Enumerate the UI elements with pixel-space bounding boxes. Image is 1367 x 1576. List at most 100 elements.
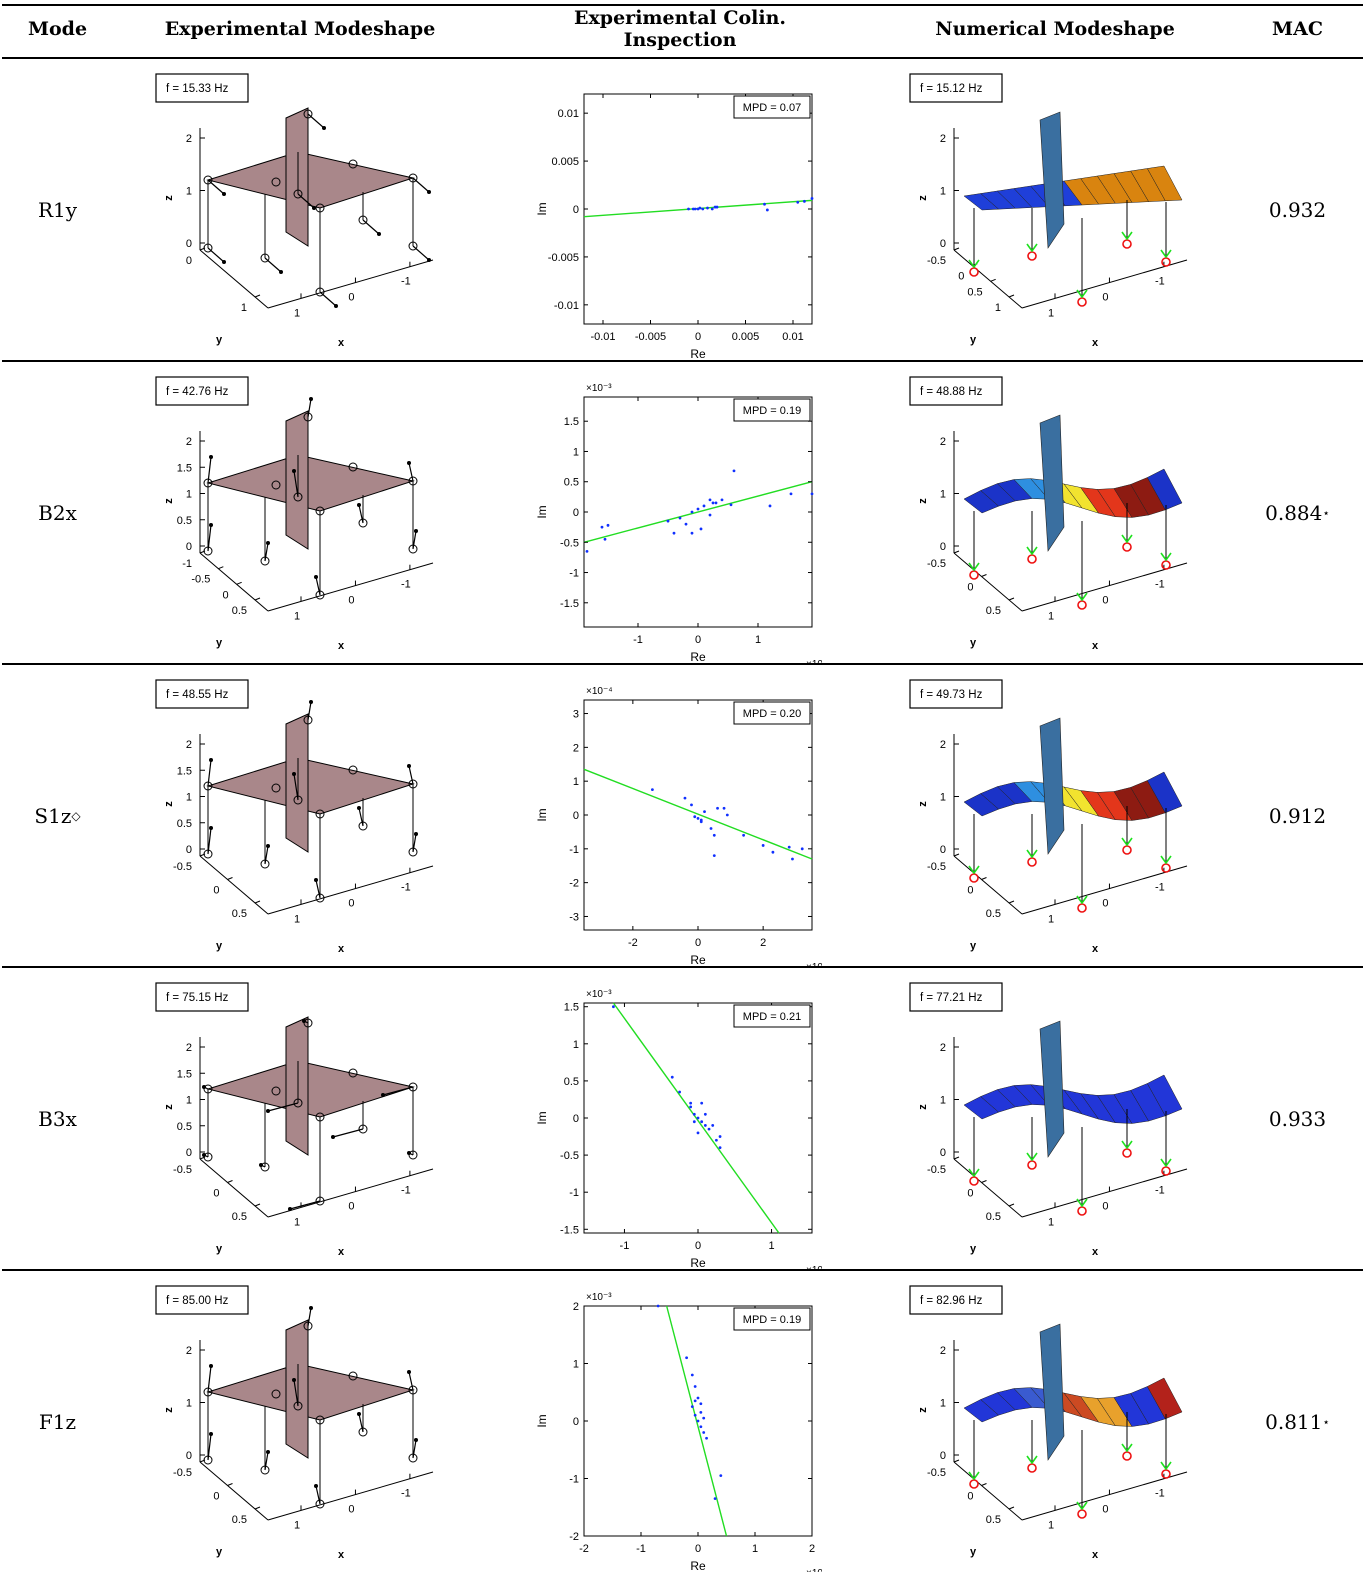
z-tick-label: 0: [186, 844, 192, 856]
data-point: [683, 796, 687, 800]
data-point: [703, 1124, 707, 1127]
surface-band: [1146, 771, 1183, 814]
web-surface: [1039, 111, 1065, 249]
y-exponent-label: ×10⁻³: [586, 989, 612, 1000]
z-tick-label: 0: [940, 844, 946, 856]
displacement-arrow: [207, 827, 212, 855]
y-tick: [254, 597, 261, 601]
sensor-node: [303, 715, 313, 725]
mode-label: B3x: [38, 1107, 77, 1131]
sensor-node: [315, 1499, 325, 1509]
y-tick: [990, 278, 996, 282]
y-tick-label: 1.5: [564, 1002, 579, 1014]
y-tick-label: 0.5: [232, 908, 247, 920]
data-point: [656, 1304, 660, 1308]
fe-surface: [963, 1020, 1183, 1216]
data-point: [706, 206, 709, 210]
arrow-head: [414, 832, 418, 836]
data-point: [712, 854, 716, 857]
mode-cell-b2x: B2x: [0, 363, 115, 663]
sensor-marker: [1121, 231, 1133, 241]
arrow-head: [209, 455, 213, 459]
x-tick-label: -1: [401, 1488, 411, 1500]
mpd-label: MPD = 0.21: [743, 1011, 801, 1023]
x-axis-label: x: [1092, 640, 1099, 652]
frequency-box: f = 42.76 Hz: [155, 376, 249, 406]
data-point: [689, 1101, 693, 1105]
x-tick-label: 1: [1048, 1216, 1054, 1228]
data-point: [702, 1431, 706, 1434]
axes-3d: [199, 1340, 434, 1521]
data-point: [708, 513, 712, 517]
experimental-modeshape-figure: f = 15.33 Hz 2 1 0 0 1 1 0 -1 z y x: [155, 73, 434, 349]
support-marker: [1077, 1206, 1087, 1216]
displacement-arrow: [289, 1200, 321, 1210]
y-tick-label: -1: [182, 558, 192, 570]
x-axis-label: x: [1092, 337, 1099, 349]
z-axis-label: z: [917, 498, 929, 504]
support-marker: [969, 1176, 979, 1186]
x-tick-label: 2: [760, 937, 766, 949]
mode-label: F1z: [38, 1410, 77, 1434]
data-point: [716, 806, 719, 810]
sensor-node: [293, 1098, 303, 1108]
data-point: [796, 200, 800, 204]
y-tick: [1008, 294, 1015, 298]
header-mode: Mode: [27, 18, 88, 40]
data-point: [800, 847, 804, 851]
data-point: [699, 527, 703, 531]
x-tick-label: 0: [695, 634, 701, 646]
y-tick-label: -1: [569, 1474, 579, 1486]
y-tick-label: -0.5: [173, 1164, 192, 1176]
arrow-head: [312, 206, 316, 210]
z-tick-label: 2: [940, 436, 946, 448]
y-axis-label: Im: [535, 202, 549, 215]
frequency-label: f = 48.55 Hz: [166, 689, 229, 701]
fit-line: [665, 1305, 728, 1537]
z-tick-label: 0.5: [177, 1121, 192, 1133]
displacement-arrow: [267, 1102, 299, 1112]
z-tick-label: 0: [940, 1450, 946, 1462]
sensor-node: [293, 1401, 303, 1411]
displacement-arrow: [408, 1371, 414, 1391]
y-tick-label: 2: [573, 1301, 579, 1313]
sensor-node: [315, 1196, 325, 1206]
x-tick-label: -1: [401, 882, 411, 894]
numerical-modeshape-figure: f = 82.96 Hz 2 1 0 -0.5 0 0.5 1 0 -1 z y x: [909, 1285, 1188, 1561]
z-tick-label: 0: [940, 1147, 946, 1159]
surface-band: [1146, 1074, 1183, 1117]
data-point: [729, 503, 733, 507]
data-point: [791, 857, 794, 861]
y-tick-label: 0: [967, 582, 973, 594]
support-marker: [969, 570, 979, 580]
frequency-box-frame: [909, 982, 1003, 1012]
z-tick-label: 2: [186, 133, 192, 145]
data-point: [696, 1419, 700, 1423]
structure-wireframe: [203, 700, 418, 903]
data-point: [701, 207, 705, 211]
z-axis-label: z: [917, 801, 929, 807]
x-axis-line: [267, 1471, 434, 1521]
data-point: [810, 197, 814, 200]
data-point: [713, 205, 717, 209]
data-point: [585, 549, 589, 553]
support-marker: [1161, 1166, 1171, 1176]
axes-3d: [199, 1037, 434, 1218]
sensor-node: [408, 1453, 418, 1463]
sensor-node: [315, 809, 325, 819]
sensor-node: [203, 175, 213, 185]
displacement-arrow: [332, 1128, 364, 1138]
data-point: [718, 1146, 722, 1150]
sensor-node: [358, 518, 368, 528]
sensor-node: [260, 859, 270, 869]
data-point: [687, 207, 690, 211]
data-point: [690, 1373, 694, 1377]
displacement-arrow: [358, 504, 364, 524]
data-point: [714, 1138, 718, 1142]
sensor-marker: [968, 259, 980, 269]
y-axis-line: [953, 855, 1023, 915]
arrow-head: [381, 1093, 385, 1097]
x-tick-label: 0.005: [732, 331, 760, 343]
z-tick-label: 1: [186, 1398, 192, 1410]
web-surface: [1039, 414, 1065, 552]
